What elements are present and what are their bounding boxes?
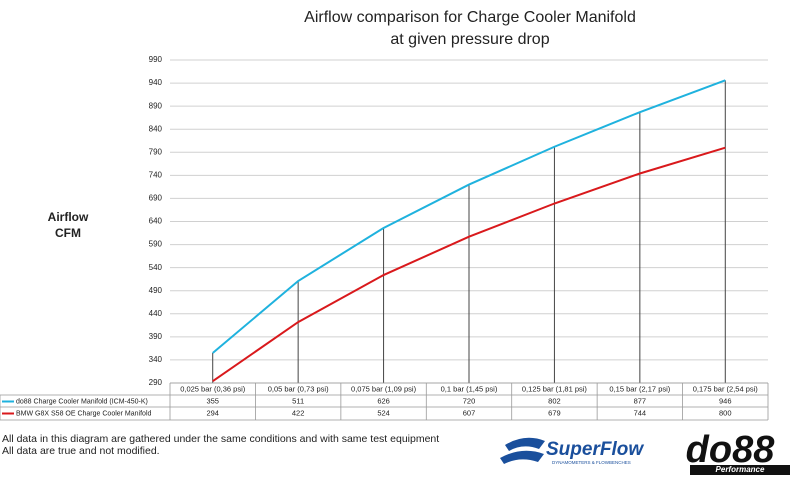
table-cell: 802 [548, 396, 561, 405]
logo-text: do88 [686, 429, 776, 471]
do88-logo: do88 Performance [686, 429, 790, 475]
logo-bar [690, 465, 790, 475]
table-cell: 422 [292, 408, 305, 417]
x-tick-label: 0,075 bar (1,09 psi) [351, 384, 417, 393]
y-tick-label: 990 [149, 55, 163, 64]
legend-label: BMW G8X S58 OE Charge Cooler Manifold [16, 410, 151, 417]
x-tick-label: 0,1 bar (1,45 psi) [441, 384, 498, 393]
y-tick-label: 790 [149, 147, 163, 156]
series-line [212, 79, 726, 354]
superflow-logo: SuperFlow DYNAMOMETERS & FLOWBENCHES [500, 437, 644, 465]
y-tick-label: 440 [149, 309, 163, 318]
y-axis-label: CFM [55, 226, 81, 240]
y-tick-label: 390 [149, 332, 163, 341]
y-tick-label: 940 [149, 78, 163, 87]
table-cell: 524 [377, 408, 390, 417]
chart-subtitle: at given pressure drop [390, 31, 549, 48]
y-tick-label: 890 [149, 101, 163, 110]
table-cell: 294 [206, 408, 219, 417]
table-cell: 626 [377, 396, 390, 405]
note: All data are true and not modified. [2, 445, 160, 457]
note: All data in this diagram are gathered un… [2, 433, 439, 445]
y-tick-label: 690 [149, 194, 163, 203]
chart-title: Airflow comparison for Charge Cooler Man… [304, 9, 636, 26]
x-tick-label: 0,05 bar (0,73 psi) [268, 384, 329, 393]
legend-label: do88 Charge Cooler Manifold (ICM-450-K) [16, 398, 148, 405]
table-cell: 744 [634, 408, 647, 417]
table-cell: 355 [206, 396, 219, 405]
logo-tagline: Performance [716, 465, 765, 474]
x-tick-label: 0,125 bar (1,81 psi) [522, 384, 588, 393]
y-tick-label: 840 [149, 124, 163, 133]
table-cell: 877 [634, 396, 647, 405]
logo-swoosh [500, 437, 545, 464]
y-tick-label: 540 [149, 263, 163, 272]
table-cell: 607 [463, 408, 476, 417]
table-cell: 946 [719, 396, 732, 405]
table-cell: 720 [463, 396, 476, 405]
y-tick-label: 290 [149, 378, 163, 387]
y-tick-label: 590 [149, 240, 163, 249]
x-tick-label: 0,175 bar (2,54 psi) [693, 384, 759, 393]
logo-tagline: DYNAMOMETERS & FLOWBENCHES [552, 460, 631, 465]
y-tick-label: 740 [149, 170, 163, 179]
x-tick-label: 0,15 bar (2,17 psi) [609, 384, 670, 393]
table-cell: 679 [548, 408, 561, 417]
table-cell: 800 [719, 408, 732, 417]
table-cell: 511 [292, 396, 304, 405]
y-axis-label: Airflow [48, 210, 89, 224]
y-tick-label: 490 [149, 286, 163, 295]
logo-text: SuperFlow [546, 439, 644, 460]
series-line [212, 146, 726, 382]
y-tick-label: 640 [149, 217, 163, 226]
y-tick-label: 340 [149, 355, 163, 364]
x-tick-label: 0,025 bar (0,36 psi) [180, 384, 246, 393]
